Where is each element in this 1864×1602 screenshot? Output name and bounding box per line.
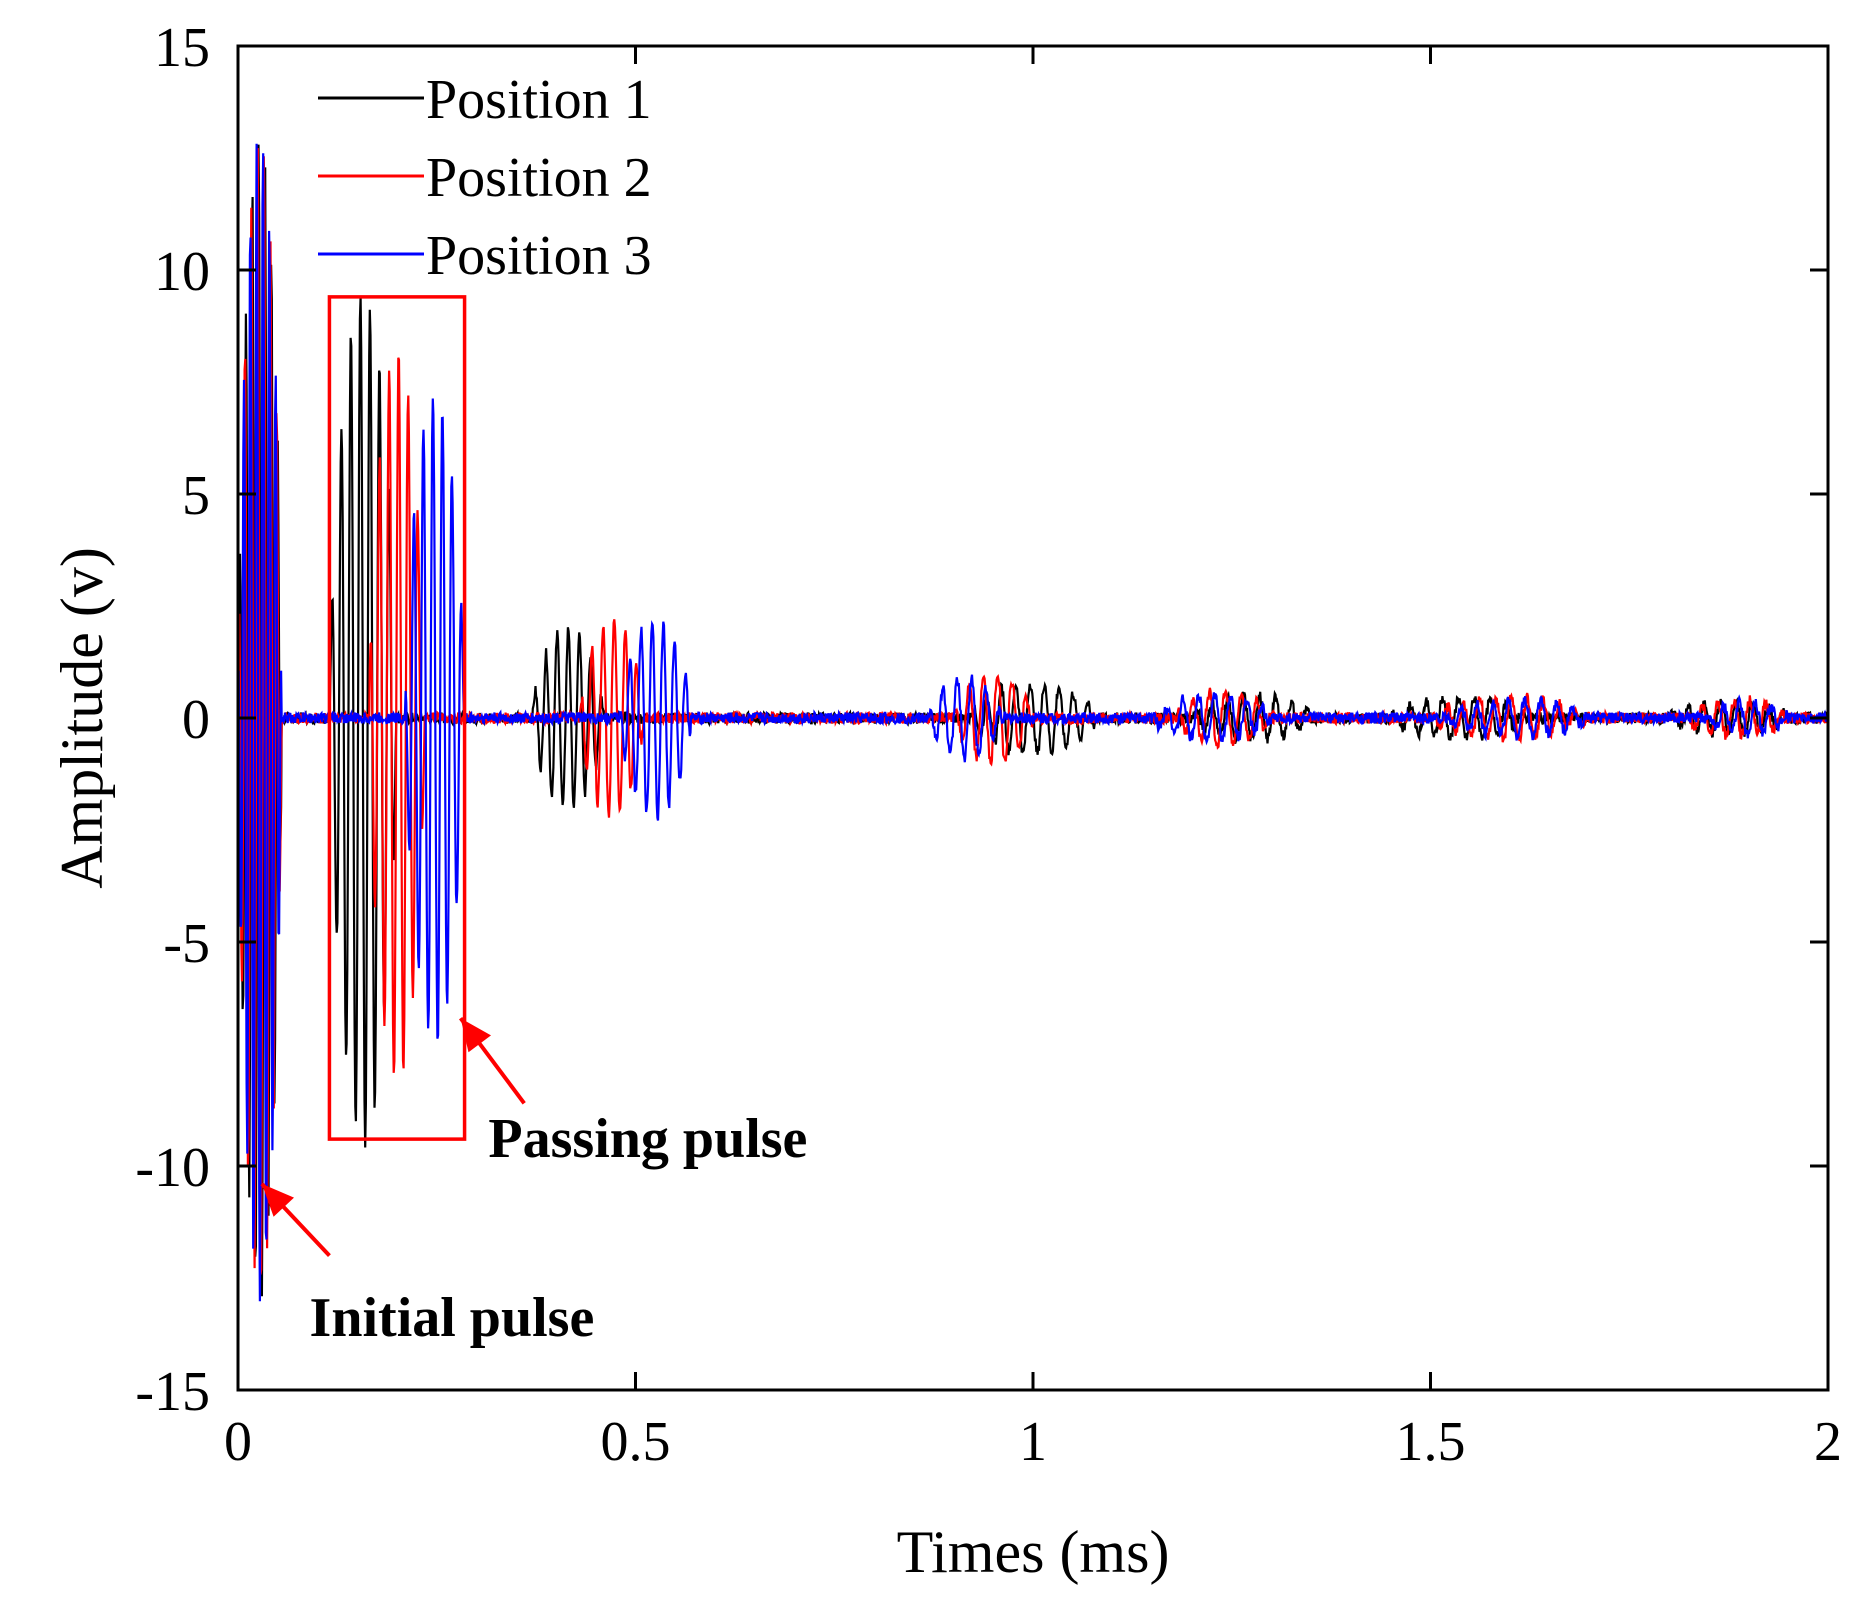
x-axis-label: Times (ms) xyxy=(897,1519,1170,1585)
annotation-arrow-head xyxy=(261,1183,294,1217)
x-tick-label: 2 xyxy=(1814,1411,1842,1473)
annotation-label-1: Passing pulse xyxy=(488,1108,807,1170)
annotation-label-2: Initial pulse xyxy=(310,1287,595,1349)
y-tick-label: -15 xyxy=(135,1361,210,1423)
y-tick-label: 10 xyxy=(154,241,210,303)
y-tick-label: 15 xyxy=(154,17,210,79)
y-tick-label: -5 xyxy=(163,913,210,975)
series-line-3 xyxy=(238,143,1828,1302)
x-tick-label: 0 xyxy=(224,1411,252,1473)
annotations-layer: Passing pulse Initial pulse xyxy=(260,1016,807,1349)
y-tick-label: -10 xyxy=(135,1137,210,1199)
highlight-layer xyxy=(327,295,467,1141)
legend: Position 1 Position 2 Position 3 xyxy=(318,69,652,287)
annotation-arrow-head xyxy=(460,1018,491,1053)
y-tick-label: 5 xyxy=(182,465,210,527)
x-tick-label: 1.5 xyxy=(1396,1411,1466,1473)
y-axis-label: Amplitude (v) xyxy=(49,547,115,889)
legend-label-2: Position 2 xyxy=(426,147,652,209)
x-tick-label: 1 xyxy=(1019,1411,1047,1473)
series-layer xyxy=(238,143,1828,1302)
passing-pulse-box xyxy=(327,295,467,1141)
legend-label-1: Position 1 xyxy=(426,69,652,131)
x-tick-label: 0.5 xyxy=(601,1411,671,1473)
legend-label-3: Position 3 xyxy=(426,225,652,287)
y-tick-label: 0 xyxy=(182,689,210,751)
ticks-layer: 0 0.5 1 1.5 2 15 10 5 0 -5 -10 -15 xyxy=(135,17,1842,1473)
